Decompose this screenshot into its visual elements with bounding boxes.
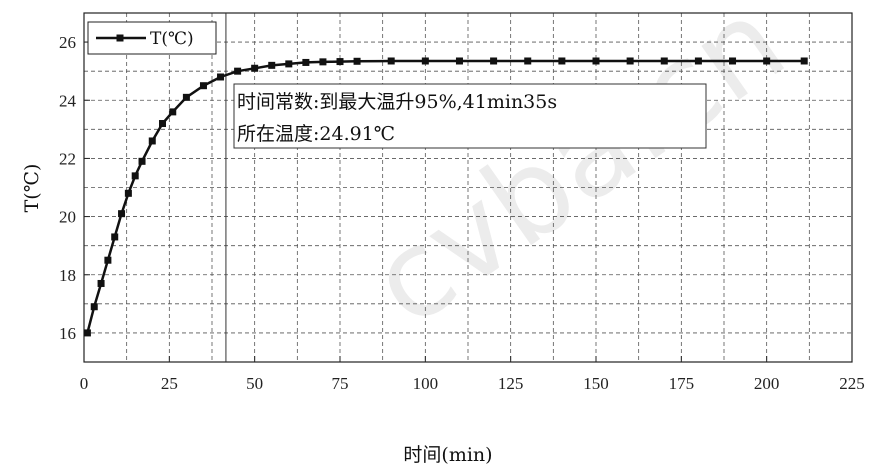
data-point [97,279,105,287]
x-tick-label: 25 [161,374,178,393]
data-point [199,82,207,90]
data-point [490,57,498,65]
data-point [421,57,429,65]
data-point [159,120,167,128]
x-axis-label: 时间(min) [403,444,492,466]
y-tick-label: 26 [59,33,76,52]
data-point [524,57,532,65]
data-point [319,58,327,66]
data-point [111,233,119,241]
data-point [90,303,98,311]
x-tick-label: 50 [246,374,263,393]
x-tick-label: 0 [80,374,89,393]
data-point [660,57,668,65]
x-tick-label: 75 [332,374,349,393]
data-point [626,57,634,65]
plot-frame [83,12,853,363]
y-tick-label: 22 [59,149,76,168]
y-tick-label: 20 [59,208,76,227]
y-tick-label: 24 [59,91,77,110]
annotation: 时间常数:到最大温升95%,41min35s 所在温度:24.91℃ [233,83,707,149]
x-tick-label: 150 [583,374,609,393]
data-point [234,67,242,75]
legend-label: T(℃) [150,29,194,49]
data-point [131,172,139,180]
series-markers [83,57,808,337]
annotation-box [233,83,707,149]
data-point [592,57,600,65]
y-tick-label: 16 [59,324,76,343]
data-point [251,64,259,72]
data-point [285,60,293,68]
data-point [217,73,225,81]
x-tick-labels: 0 25 50 75 100 125 150 175 200 225 [80,374,865,393]
data-point [118,210,126,218]
data-point [124,189,132,197]
data-point [148,137,156,145]
data-point [302,58,310,66]
x-tick-label: 175 [669,374,695,393]
data-point [83,329,91,337]
data-point [800,57,808,65]
data-point [694,57,702,65]
data-point [268,61,276,69]
x-tick-label: 100 [413,374,439,393]
data-point [763,57,771,65]
annotation-line-1: 时间常数:到最大温升95%,41min35s [237,91,557,113]
annotation-line-2: 所在温度:24.91℃ [237,123,395,145]
data-point [455,57,463,65]
data-point [169,108,177,116]
data-point [182,93,190,101]
data-point [138,157,146,165]
legend: T(℃) [87,21,217,55]
legend-marker [116,34,124,42]
grid [84,13,852,362]
data-point [729,57,737,65]
data-point [558,57,566,65]
data-point [104,256,112,264]
watermark-text: cvba.cn [347,0,809,354]
data-point [336,58,344,66]
data-point [387,57,395,65]
x-tick-label: 125 [498,374,524,393]
data-point [353,57,361,65]
y-axis-label: T(℃) [21,164,43,213]
x-tick-label: 200 [754,374,780,393]
y-tick-label: 18 [59,266,76,285]
x-tick-label: 225 [839,374,865,393]
y-tick-labels: 16 18 20 22 24 26 [59,33,77,343]
